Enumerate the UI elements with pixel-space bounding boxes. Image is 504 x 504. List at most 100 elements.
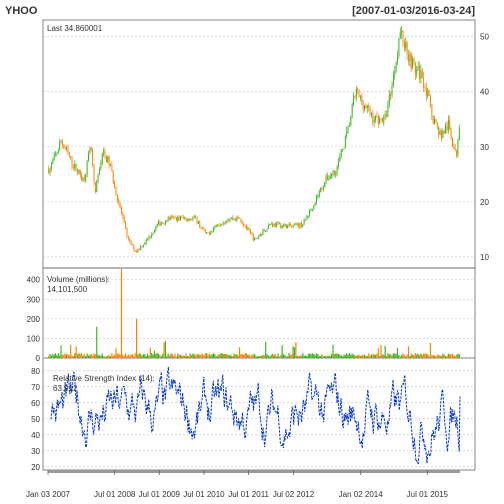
volume-bar [56, 355, 58, 358]
volume-bar [210, 355, 212, 358]
candle-body [317, 196, 319, 198]
volume-y-axis: 0 100 200 300 400 [27, 276, 41, 363]
volume-bar [405, 356, 407, 358]
candle-body [119, 203, 121, 208]
volume-bar [170, 353, 172, 358]
volume-bar [373, 354, 375, 358]
candle-body [151, 234, 153, 237]
candle-body [454, 148, 456, 151]
volume-bar [343, 354, 345, 358]
volume-bar [357, 354, 359, 358]
candle-body [277, 222, 279, 224]
candle-body [258, 236, 260, 239]
candle-body [53, 154, 55, 161]
x-tick-label: Jan 03 2007 [26, 490, 71, 499]
candle-body [152, 232, 154, 235]
x-tick-label: Jan 02 2014 [339, 490, 384, 499]
candle-body [436, 122, 438, 127]
candle-body [177, 216, 179, 221]
candle-body [369, 106, 371, 115]
volume-bar [207, 354, 209, 358]
candle-body [291, 226, 293, 227]
candle-body [167, 217, 169, 222]
volume-bar [225, 354, 227, 358]
volume-bar [206, 353, 208, 358]
volume-bar [447, 354, 449, 358]
candle-body [200, 226, 202, 229]
candle-body [366, 105, 368, 108]
volume-bar [108, 354, 110, 358]
candle-body [453, 146, 455, 149]
candle-body [189, 218, 191, 221]
candle-body [48, 168, 50, 174]
volume-bar [59, 355, 61, 358]
volume-bar [377, 348, 379, 358]
candle-body [296, 223, 298, 225]
volume-bar [71, 355, 73, 358]
volume-bar [101, 353, 103, 358]
candle-body [107, 156, 109, 163]
volume-bar [100, 355, 102, 358]
candle-body [111, 164, 113, 171]
candle-body [160, 222, 162, 226]
volume-bar [267, 355, 270, 358]
volume-bar [434, 355, 436, 358]
volume-bar [103, 356, 105, 358]
volume-bar [336, 353, 338, 358]
candle-body [443, 130, 445, 134]
volume-bar [410, 353, 412, 358]
volume-bar [288, 353, 290, 358]
x-tick-label: Jul 01 2011 [228, 490, 269, 499]
candle-body [324, 182, 326, 188]
volume-bar [396, 347, 399, 358]
volume-bar [179, 354, 182, 358]
volume-bar [137, 354, 139, 358]
volume-bar [409, 355, 411, 358]
rsi-line [50, 366, 461, 465]
candle-body [75, 163, 77, 171]
candle-body [116, 194, 118, 201]
candle-body [302, 224, 304, 227]
volume-bar [171, 354, 173, 358]
candle-body [344, 136, 346, 149]
candle-body [166, 221, 168, 223]
candle-body [61, 141, 63, 146]
candle-body [148, 236, 150, 240]
candle-body [217, 224, 219, 226]
volume-bar [259, 356, 261, 358]
volume-bar [350, 354, 352, 358]
candle-body [85, 173, 87, 180]
candle-body [266, 229, 268, 231]
volume-bar [403, 355, 405, 358]
volume-bar [122, 354, 124, 358]
volume-bar [54, 353, 57, 358]
candle-body [147, 239, 149, 241]
volume-y-tick-label: 100 [27, 334, 41, 343]
volume-bar [63, 354, 65, 358]
volume-bar [271, 353, 274, 358]
candle-body [403, 41, 405, 49]
candle-body [142, 244, 144, 247]
volume-bar [156, 353, 158, 358]
volume-bar [304, 355, 307, 358]
volume-bar [160, 356, 162, 358]
volume-bar [255, 356, 257, 358]
candle-body [435, 119, 437, 123]
volume-bar [174, 353, 176, 358]
candle-body [439, 131, 441, 135]
candle-body [336, 166, 338, 174]
volume-bar [363, 354, 366, 358]
candle-body [364, 105, 366, 110]
candle-body [387, 104, 389, 117]
candle-body [413, 58, 415, 64]
candle-body [192, 217, 194, 220]
volume-bar [311, 353, 313, 358]
candle-body [423, 77, 425, 88]
volume-bar [98, 355, 101, 358]
x-tick-label: Jul 01 2009 [139, 490, 181, 499]
volume-bar [354, 355, 356, 358]
volume-bar [315, 353, 318, 358]
candle-body [208, 232, 210, 235]
volume-bar [450, 354, 452, 358]
volume-bar [184, 355, 186, 358]
